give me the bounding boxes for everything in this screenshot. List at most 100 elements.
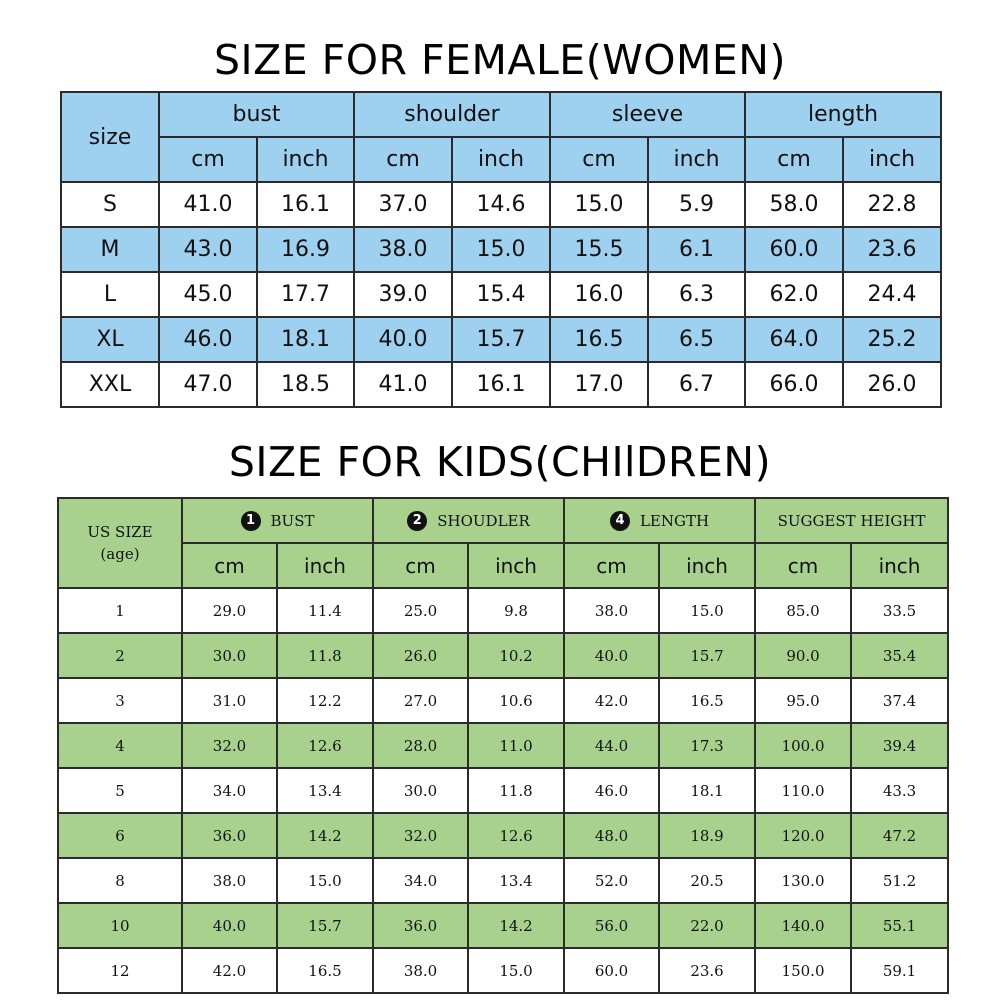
size-cell: 12 xyxy=(57,947,183,994)
measurement-cell: 14.2 xyxy=(275,812,375,859)
measurement-cell: 42.0 xyxy=(563,677,661,724)
size-cell: XXL xyxy=(60,361,160,408)
measurement-cell: 60.0 xyxy=(563,947,661,994)
unit-inch-header: inch xyxy=(850,542,950,589)
measurement-cell: 48.0 xyxy=(563,812,661,859)
kids-bust-group-header: 1 BUST xyxy=(180,497,375,544)
measurement-cell: 6.7 xyxy=(646,361,747,408)
group-label: BUST xyxy=(270,511,315,530)
unit-cm-header: cm xyxy=(563,542,661,589)
measurement-cell: 17.7 xyxy=(256,271,355,318)
measurement-cell: 90.0 xyxy=(754,632,853,679)
measurement-cell: 47.2 xyxy=(850,812,950,859)
measurement-cell: 16.0 xyxy=(549,271,649,318)
measurement-cell: 39.0 xyxy=(353,271,453,318)
table-row: M 43.0 16.9 38.0 15.0 15.5 6.1 60.0 23.6 xyxy=(60,226,943,273)
table-row: 4 32.0 12.6 28.0 11.0 44.0 17.3 100.0 39.4 xyxy=(57,722,950,769)
measurement-cell: 10.6 xyxy=(467,677,566,724)
unit-inch-header: inch xyxy=(256,136,355,183)
measurement-cell: 10.2 xyxy=(467,632,566,679)
size-cell: XL xyxy=(60,316,160,363)
number-badge-icon: 1 xyxy=(240,510,261,531)
table-row: L 45.0 17.7 39.0 15.4 16.0 6.3 62.0 24.4 xyxy=(60,271,943,318)
measurement-cell: 27.0 xyxy=(372,677,470,724)
measurement-cell: 23.6 xyxy=(842,226,943,273)
unit-cm-header: cm xyxy=(754,542,853,589)
measurement-cell: 15.0 xyxy=(467,947,566,994)
table-row: XL 46.0 18.1 40.0 15.7 16.5 6.5 64.0 25.2 xyxy=(60,316,943,363)
measurement-cell: 41.0 xyxy=(158,181,258,228)
measurement-cell: 22.0 xyxy=(658,902,757,949)
measurement-cell: 56.0 xyxy=(563,902,661,949)
size-cell: 3 xyxy=(57,677,183,724)
measurement-cell: 13.4 xyxy=(275,767,375,814)
measurement-cell: 150.0 xyxy=(754,947,853,994)
size-cell: 4 xyxy=(57,722,183,769)
measurement-cell: 20.5 xyxy=(658,857,757,904)
unit-cm-header: cm xyxy=(181,542,278,589)
measurement-cell: 12.2 xyxy=(275,677,375,724)
measurement-cell: 55.1 xyxy=(850,902,950,949)
measurement-cell: 16.1 xyxy=(451,361,551,408)
kids-table-body: US SIZE (age) 1 BUST 2 SHOUDLER 4 LENGTH SU… xyxy=(57,497,950,994)
measurement-cell: 36.0 xyxy=(372,902,470,949)
measurement-cell: 42.0 xyxy=(181,947,278,994)
measurement-cell: 120.0 xyxy=(754,812,853,859)
measurement-cell: 38.0 xyxy=(353,226,453,273)
measurement-cell: 16.5 xyxy=(275,947,375,994)
measurement-cell: 52.0 xyxy=(563,857,661,904)
measurement-cell: 23.6 xyxy=(658,947,757,994)
measurement-cell: 38.0 xyxy=(563,587,661,634)
measurement-cell: 31.0 xyxy=(181,677,278,724)
measurement-cell: 15.7 xyxy=(451,316,551,363)
measurement-cell: 35.4 xyxy=(850,632,950,679)
measurement-cell: 130.0 xyxy=(754,857,853,904)
unit-cm-header: cm xyxy=(372,542,470,589)
measurement-cell: 15.7 xyxy=(275,902,375,949)
measurement-cell: 51.2 xyxy=(850,857,950,904)
measurement-cell: 5.9 xyxy=(646,181,747,228)
measurement-cell: 32.0 xyxy=(372,812,470,859)
measurement-cell: 13.4 xyxy=(467,857,566,904)
size-cell: 6 xyxy=(57,812,183,859)
measurement-cell: 41.0 xyxy=(353,361,453,408)
measurement-cell: 25.2 xyxy=(842,316,943,363)
measurement-cell: 40.0 xyxy=(181,902,278,949)
measurement-cell: 30.0 xyxy=(181,632,278,679)
table-row: 3 31.0 12.2 27.0 10.6 42.0 16.5 95.0 37.4 xyxy=(57,677,950,724)
measurement-cell: 11.4 xyxy=(275,587,375,634)
kids-size-title: SIZE FOR KIDS(CHIlDREN) xyxy=(228,438,772,486)
measurement-cell: 22.8 xyxy=(842,181,943,228)
kids-unit-header-row: cm inch cm inch cm inch cm inch xyxy=(58,542,950,589)
measurement-cell: 43.0 xyxy=(158,226,258,273)
measurement-cell: 38.0 xyxy=(181,857,278,904)
age-label: (age) xyxy=(100,545,140,563)
measurement-cell: 18.9 xyxy=(658,812,757,859)
measurement-cell: 18.5 xyxy=(256,361,355,408)
measurement-cell: 100.0 xyxy=(754,722,853,769)
measurement-cell: 16.5 xyxy=(658,677,757,724)
unit-inch-header: inch xyxy=(467,542,566,589)
table-row: 5 34.0 13.4 30.0 11.8 46.0 18.1 110.0 43.3 xyxy=(57,767,950,814)
measurement-cell: 39.4 xyxy=(850,722,950,769)
measurement-cell: 16.1 xyxy=(256,181,355,228)
number-badge-icon: 4 xyxy=(609,510,630,531)
measurement-cell: 15.0 xyxy=(275,857,375,904)
women-size-table: size bust shoulder sleeve length cm inch… xyxy=(60,91,943,408)
size-cell: 8 xyxy=(57,857,183,904)
measurement-cell: 33.5 xyxy=(850,587,950,634)
measurement-cell: 14.2 xyxy=(467,902,566,949)
measurement-cell: 32.0 xyxy=(181,722,278,769)
measurement-cell: 11.8 xyxy=(275,632,375,679)
measurement-cell: 110.0 xyxy=(754,767,853,814)
group-label: LENGTH xyxy=(639,511,710,530)
measurement-cell: 15.7 xyxy=(658,632,757,679)
measurement-cell: 14.6 xyxy=(451,181,551,228)
measurement-cell: 17.3 xyxy=(658,722,757,769)
measurement-cell: 25.0 xyxy=(372,587,470,634)
kids-length-group-header: 4 LENGTH xyxy=(563,497,757,544)
measurement-cell: 47.0 xyxy=(158,361,258,408)
kids-shoulder-group-header: 2 SHOUDLER xyxy=(372,497,566,544)
measurement-cell: 60.0 xyxy=(744,226,845,273)
size-cell: M xyxy=(60,226,160,273)
